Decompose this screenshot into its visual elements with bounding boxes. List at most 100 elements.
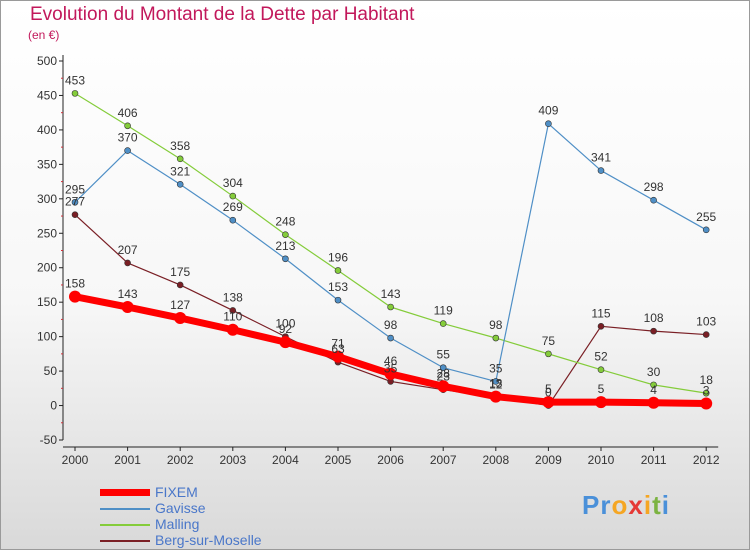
legend-swatch-berg-sur-moselle bbox=[100, 540, 150, 542]
data-label-malling: 248 bbox=[275, 215, 295, 229]
logo-letter: P bbox=[582, 490, 601, 520]
data-label-fixem: 4 bbox=[650, 383, 657, 397]
x-tick-label: 2006 bbox=[377, 453, 404, 467]
data-point-malling bbox=[71, 90, 79, 97]
data-point-gavisse bbox=[439, 364, 447, 371]
logo-letter: i bbox=[643, 490, 653, 520]
legend-item-malling: Malling bbox=[100, 516, 320, 533]
legend-label-fixem: FIXEM bbox=[155, 484, 198, 500]
data-point-malling bbox=[229, 192, 237, 200]
data-point-berg-sur-moselle bbox=[702, 331, 710, 338]
data-point-fixem bbox=[595, 396, 607, 409]
x-tick-label: 2003 bbox=[219, 453, 246, 467]
data-point-fixem bbox=[332, 350, 344, 363]
legend-swatch-gavisse bbox=[100, 508, 150, 510]
x-tick-label: 2000 bbox=[62, 453, 89, 467]
data-label-malling: 196 bbox=[328, 250, 348, 264]
series-points bbox=[69, 90, 713, 410]
data-label-malling: 98 bbox=[489, 318, 503, 332]
data-label-malling: 358 bbox=[170, 139, 190, 153]
data-label-fixem: 28 bbox=[437, 366, 451, 380]
series-line-gavisse bbox=[74, 123, 707, 383]
data-label-gavisse: 298 bbox=[644, 180, 664, 194]
chart-title: Evolution du Montant de la Dette par Hab… bbox=[30, 4, 415, 25]
y-tick-label: 0 bbox=[50, 399, 57, 413]
x-tick-label: 2010 bbox=[588, 453, 615, 467]
data-label-berg-sur-moselle: 12 bbox=[489, 377, 503, 391]
data-label-berg-sur-moselle: 100 bbox=[275, 317, 295, 331]
data-point-malling bbox=[597, 366, 605, 374]
data-label-fixem: 5 bbox=[598, 382, 605, 396]
data-label-malling: 75 bbox=[542, 334, 556, 348]
logo-letter: x bbox=[628, 490, 644, 520]
data-point-gavisse bbox=[492, 378, 500, 385]
logo-letter: i bbox=[661, 490, 670, 520]
x-tick-label: 2005 bbox=[325, 453, 352, 467]
data-point-fixem bbox=[279, 336, 292, 349]
data-label-berg-sur-moselle: 277 bbox=[65, 195, 85, 209]
x-tick-label: 2009 bbox=[535, 453, 562, 467]
data-label-gavisse: 35 bbox=[489, 361, 503, 375]
data-point-malling bbox=[176, 155, 184, 163]
data-label-fixem: 71 bbox=[331, 337, 345, 351]
data-label-fixem: 3 bbox=[703, 383, 710, 397]
data-label-berg-sur-moselle: 138 bbox=[223, 290, 243, 304]
data-point-gavisse bbox=[650, 196, 657, 204]
data-point-gavisse bbox=[282, 255, 289, 263]
x-tick-label: 2002 bbox=[167, 453, 194, 467]
x-tick-label: 2001 bbox=[114, 453, 141, 467]
x-tick-label: 2011 bbox=[641, 453, 667, 467]
data-label-berg-sur-moselle: 23 bbox=[437, 370, 451, 384]
legend-item-gavisse: Gavisse bbox=[100, 500, 320, 517]
legend: FIXEM Gavisse Malling Berg-sur-Moselle bbox=[100, 484, 320, 549]
y-tick-label: 400 bbox=[37, 123, 57, 137]
data-label-gavisse: 295 bbox=[65, 182, 85, 196]
data-point-malling bbox=[387, 303, 394, 311]
data-label-malling: 30 bbox=[647, 365, 661, 379]
data-label-malling: 143 bbox=[381, 287, 401, 301]
data-label-berg-sur-moselle: 63 bbox=[331, 342, 345, 356]
data-point-gavisse bbox=[71, 198, 79, 206]
data-label-malling: 18 bbox=[700, 373, 714, 387]
data-point-gavisse bbox=[387, 334, 394, 342]
data-point-malling bbox=[492, 334, 500, 342]
legend-label-gavisse: Gavisse bbox=[155, 500, 206, 516]
y-tick-label: 50 bbox=[44, 364, 58, 378]
data-label-berg-sur-moselle: 35 bbox=[384, 361, 398, 375]
data-label-gavisse: 341 bbox=[591, 151, 611, 165]
data-label-malling: 304 bbox=[223, 176, 243, 190]
data-point-fixem bbox=[69, 290, 81, 303]
data-label-gavisse: 370 bbox=[118, 131, 138, 145]
data-point-berg-sur-moselle bbox=[650, 327, 657, 335]
data-point-gavisse bbox=[597, 167, 605, 174]
data-label-berg-sur-moselle: 0 bbox=[545, 386, 552, 400]
data-label-fixem: 143 bbox=[118, 287, 138, 301]
data-label-gavisse: 213 bbox=[275, 239, 295, 253]
data-point-fixem bbox=[174, 312, 187, 325]
data-label-gavisse: 98 bbox=[384, 318, 398, 332]
data-point-gavisse bbox=[124, 147, 131, 154]
data-point-malling bbox=[545, 350, 552, 358]
data-point-malling bbox=[439, 320, 447, 327]
data-point-berg-sur-moselle bbox=[176, 281, 184, 289]
x-tick-label: 2007 bbox=[430, 453, 457, 467]
data-label-berg-sur-moselle: 108 bbox=[644, 311, 664, 325]
data-point-malling bbox=[334, 267, 342, 274]
data-label-fixem: 158 bbox=[65, 277, 85, 291]
data-label-berg-sur-moselle: 175 bbox=[170, 265, 190, 279]
data-label-malling: 119 bbox=[434, 304, 453, 318]
data-point-fixem bbox=[489, 390, 502, 403]
data-point-fixem bbox=[700, 397, 713, 410]
data-point-fixem bbox=[647, 396, 660, 409]
data-point-fixem bbox=[542, 396, 555, 409]
data-label-fixem: 46 bbox=[384, 354, 398, 368]
data-label-berg-sur-moselle: 207 bbox=[118, 243, 138, 257]
data-point-gavisse bbox=[334, 296, 342, 304]
data-label-berg-sur-moselle: 115 bbox=[591, 306, 610, 320]
data-label-malling: 453 bbox=[65, 73, 85, 87]
data-point-malling bbox=[282, 231, 289, 238]
